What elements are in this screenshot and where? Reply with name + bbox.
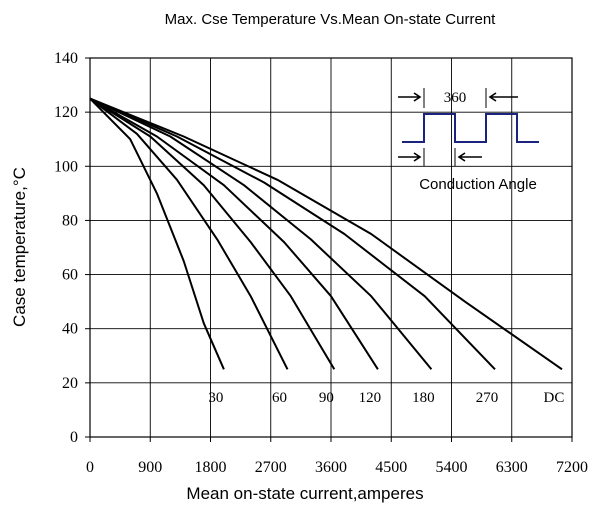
series-line-90 [89,97,336,370]
arrow-right-top [398,92,422,102]
inset-caption: Conduction Angle [419,176,537,193]
x-axis-ticks: 0 900 1800 2700 3600 4500 5400 6300 7200 [86,437,588,476]
conduction-angle-inset: 360 Conduction Angle [398,88,539,193]
series-label-120: 120 [359,390,382,406]
series-label-90: 90 [319,390,334,406]
series-line-dc [89,97,563,371]
series-lines [89,97,563,371]
y-axis-label: Case temperature,°C [10,167,29,327]
inset-360-label: 360 [444,90,467,106]
x-tick-label: 4500 [375,459,407,476]
y-tick-label: 80 [62,212,78,229]
x-tick-label: 2700 [255,459,287,476]
x-tick-label: 0 [86,459,94,476]
series-label-270: 270 [476,390,499,406]
series-label-60: 60 [272,390,287,406]
series-labels: 30 60 90 120 180 270 DC [208,390,564,406]
y-tick-label: 0 [70,429,78,446]
x-tick-label: 900 [138,459,162,476]
series-line-120 [89,97,379,370]
y-tick-label: 60 [62,267,78,284]
series-label-180: 180 [412,390,435,406]
x-tick-label: 3600 [315,459,347,476]
pulse-waveform [402,113,539,143]
y-tick-label: 40 [62,321,78,338]
series-label-30: 30 [208,390,223,406]
y-tick-label: 100 [54,158,78,175]
series-label-dc: DC [544,390,565,406]
chart-title: Max. Cse Temperature Vs.Mean On-state Cu… [165,11,497,28]
series-line-30 [89,97,225,370]
x-tick-label: 1800 [195,459,227,476]
arrow-left-top [488,92,518,102]
y-tick-label: 140 [54,50,78,67]
x-tick-label: 5400 [436,459,468,476]
y-tick-label: 120 [54,104,78,121]
x-tick-label: 7200 [556,459,588,476]
y-tick-label: 20 [62,375,78,392]
series-line-270 [89,97,496,370]
series-line-60 [89,97,289,370]
series-line-180 [89,97,433,370]
x-tick-label: 6300 [496,459,528,476]
x-axis-label: Mean on-state current,amperes [186,484,423,503]
arrow-right-bottom [398,152,422,162]
y-axis-ticks: 0 20 40 60 80 100 120 140 [54,50,90,446]
arrow-left-bottom [457,152,482,162]
